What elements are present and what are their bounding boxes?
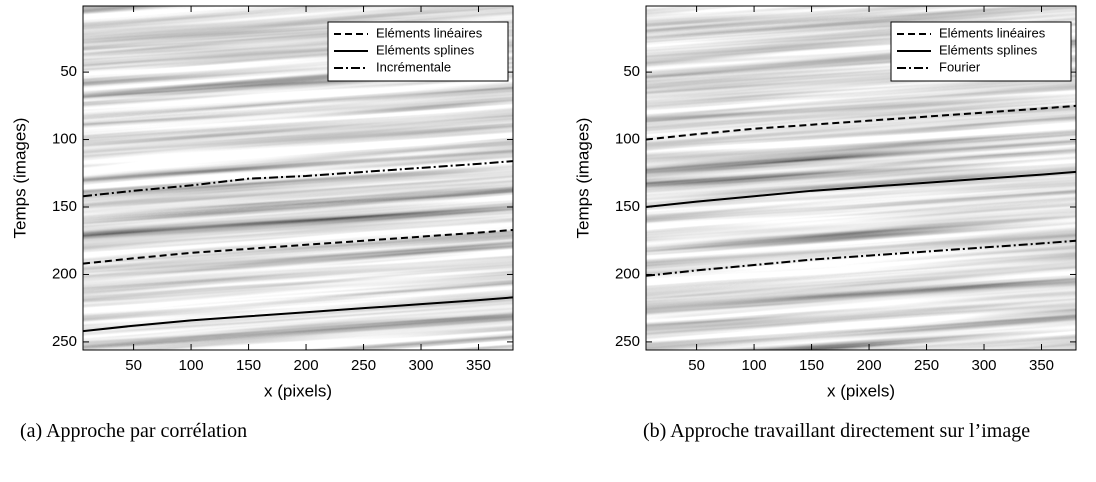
legend-label: Eléments splines bbox=[939, 42, 1038, 57]
y-axis-label: Temps (images) bbox=[573, 118, 592, 239]
x-tick-label: 150 bbox=[799, 357, 824, 374]
lines bbox=[646, 104, 1076, 277]
legend-label: Eléments linéaires bbox=[939, 25, 1046, 40]
x-tick-label: 200 bbox=[294, 357, 319, 374]
data-line bbox=[646, 239, 1076, 277]
y-tick-label: 100 bbox=[52, 131, 77, 148]
caption: (a) Approche par corrélation bbox=[20, 420, 248, 442]
panel: 50 100 150 200 250 300 350 50 100 150 200 250 x (pix… bbox=[10, 5, 514, 400]
y-tick-label: 100 bbox=[615, 131, 640, 148]
data-line bbox=[83, 296, 513, 333]
legend-label: Fourier bbox=[939, 59, 981, 74]
data-line bbox=[83, 228, 513, 265]
x-tick-label: 50 bbox=[688, 357, 705, 374]
x-tick-label: 100 bbox=[742, 357, 767, 374]
y-axis-label: Temps (images) bbox=[10, 118, 29, 239]
panel: 50 100 150 200 250 300 350 50 100 150 200 250 x (pix… bbox=[573, 5, 1077, 400]
legend-label: Eléments linéaires bbox=[376, 25, 483, 40]
x-axis-label: x (pixels) bbox=[264, 381, 332, 400]
lines bbox=[83, 160, 513, 333]
x-tick-label: 300 bbox=[972, 357, 997, 374]
legend-label: Incrémentale bbox=[376, 59, 451, 74]
plot-frame bbox=[82, 5, 514, 351]
y-tick-label: 200 bbox=[615, 265, 640, 282]
y-tick-label: 250 bbox=[52, 333, 77, 350]
x-tick-label: 250 bbox=[914, 357, 939, 374]
x-tick-label: 100 bbox=[179, 357, 204, 374]
x-tick-label: 150 bbox=[236, 357, 261, 374]
y-tick-label: 150 bbox=[52, 198, 77, 215]
caption: (b) Approche travaillant directement sur… bbox=[643, 420, 1031, 442]
x-tick-label: 50 bbox=[125, 357, 142, 374]
y-tick-label: 150 bbox=[615, 198, 640, 215]
legend: Eléments linéaires Eléments splines Incrém… bbox=[327, 21, 509, 82]
x-tick-label: 250 bbox=[351, 357, 376, 374]
x-tick-label: 200 bbox=[857, 357, 882, 374]
data-line bbox=[646, 170, 1076, 208]
y-tick-label: 250 bbox=[615, 333, 640, 350]
legend-label: Eléments splines bbox=[376, 42, 475, 57]
x-tick-label: 350 bbox=[1029, 357, 1054, 374]
data-line bbox=[646, 104, 1076, 141]
x-tick-label: 300 bbox=[409, 357, 434, 374]
x-tick-label: 350 bbox=[466, 357, 491, 374]
legend: Eléments linéaires Eléments splines Fourie… bbox=[890, 21, 1072, 82]
x-axis-label: x (pixels) bbox=[827, 381, 895, 400]
legend-box bbox=[890, 21, 1072, 82]
plot-frame bbox=[645, 5, 1077, 351]
y-tick-label: 50 bbox=[60, 63, 77, 80]
y-tick-label: 200 bbox=[52, 265, 77, 282]
y-tick-label: 50 bbox=[623, 63, 640, 80]
data-line bbox=[83, 160, 513, 198]
